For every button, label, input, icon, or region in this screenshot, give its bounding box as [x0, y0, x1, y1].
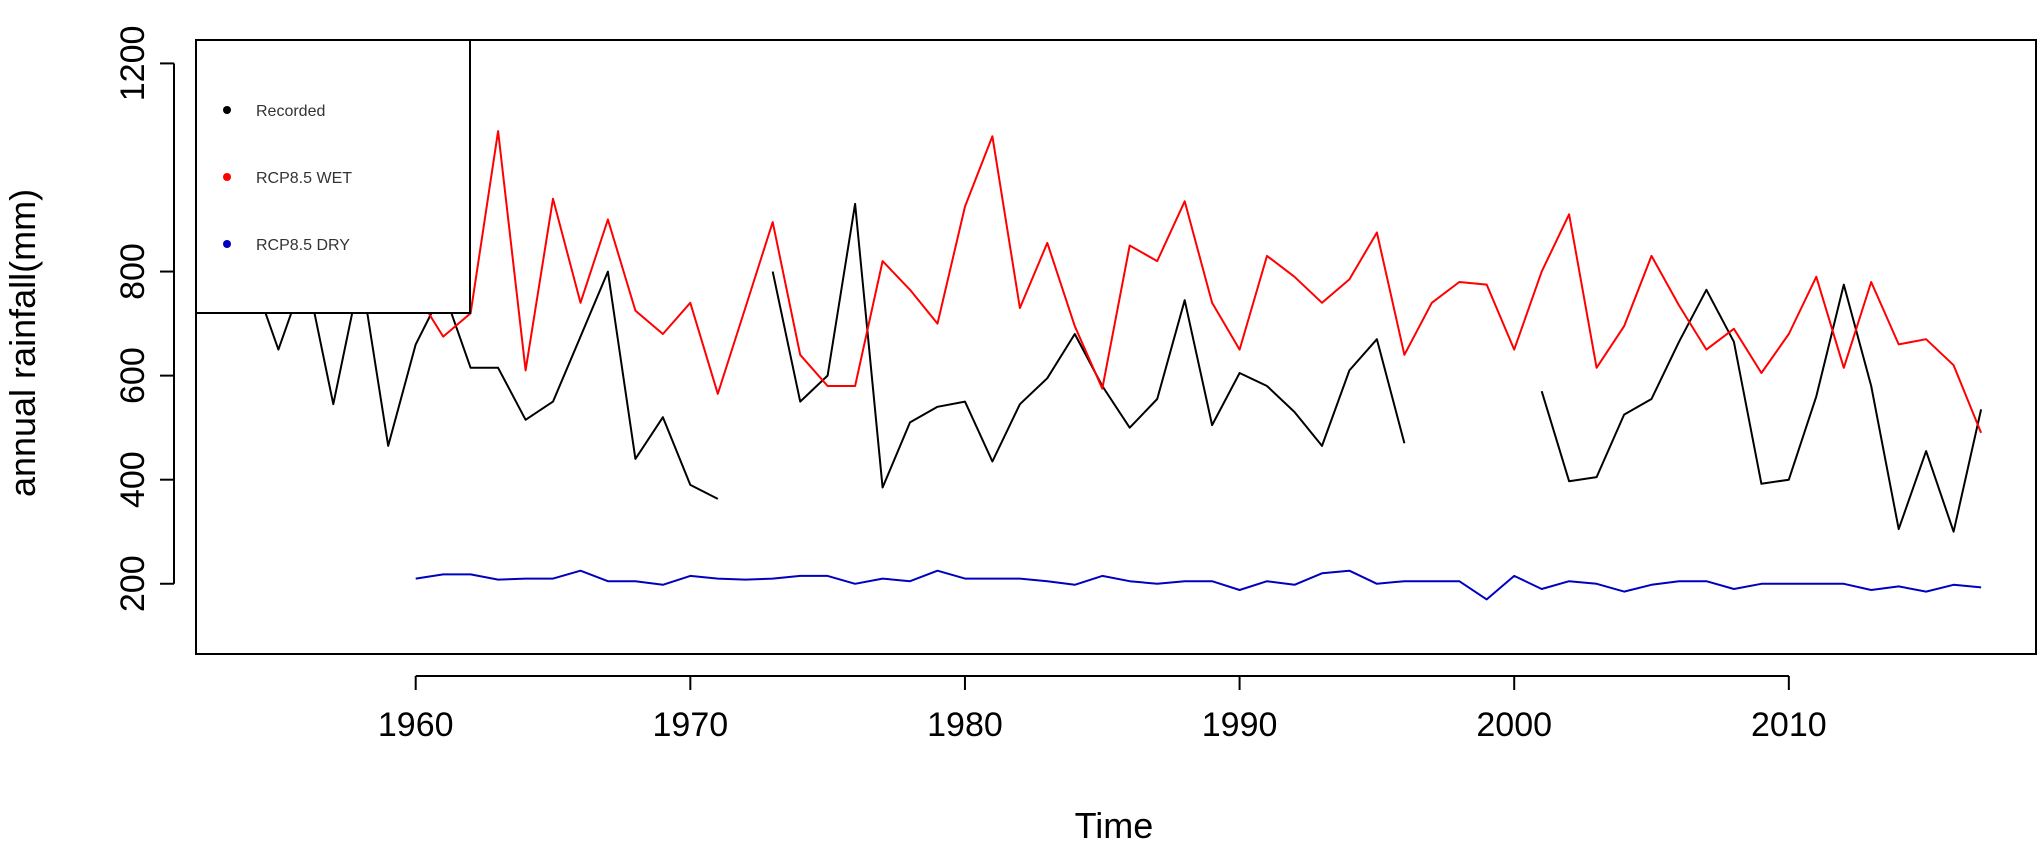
series-line-rcp8-5-dry	[415, 569, 1982, 601]
x-tick-label: 2010	[1751, 706, 1827, 744]
legend-label-rcp85-dry: RCP8.5 DRY	[256, 237, 350, 254]
legend-label-rcp85-wet: RCP8.5 WET	[256, 170, 352, 187]
y-tick-label: 200	[114, 555, 152, 612]
series-line-rcp8-5-wet	[414, 130, 1983, 434]
x-tick-label: 1970	[653, 706, 729, 744]
series-lines	[223, 130, 1983, 601]
x-axis-title: Time	[1075, 805, 1154, 846]
y-axis-title: annual rainfall(mm)	[2, 189, 43, 497]
legend-marker-recorded	[223, 106, 231, 114]
y-tick-label: 1200	[114, 26, 152, 102]
x-tick-label: 1980	[927, 706, 1003, 744]
legend-label-recorded: Recorded	[256, 103, 325, 120]
x-tick-label: 1990	[1202, 706, 1278, 744]
plot-frame	[195, 39, 2037, 655]
legend-box	[195, 39, 471, 314]
legend-marker-rcp85-wet	[223, 173, 231, 181]
legend: Recorded RCP8.5 WET RCP8.5 DRY	[195, 39, 471, 314]
legend-marker-rcp85-dry	[223, 240, 231, 248]
x-tick-label: 2000	[1476, 706, 1552, 744]
x-tick-label: 1960	[378, 706, 454, 744]
y-tick-label: 800	[114, 243, 152, 300]
y-tick-label: 600	[114, 347, 152, 404]
axis-ticks: 1960 1970 1980 1990 2000 2010 200 400 600 800 1200	[114, 26, 1827, 744]
series-line-recorded	[1540, 283, 1983, 533]
series-line-recorded	[771, 202, 1406, 489]
y-tick-label: 400	[114, 451, 152, 508]
